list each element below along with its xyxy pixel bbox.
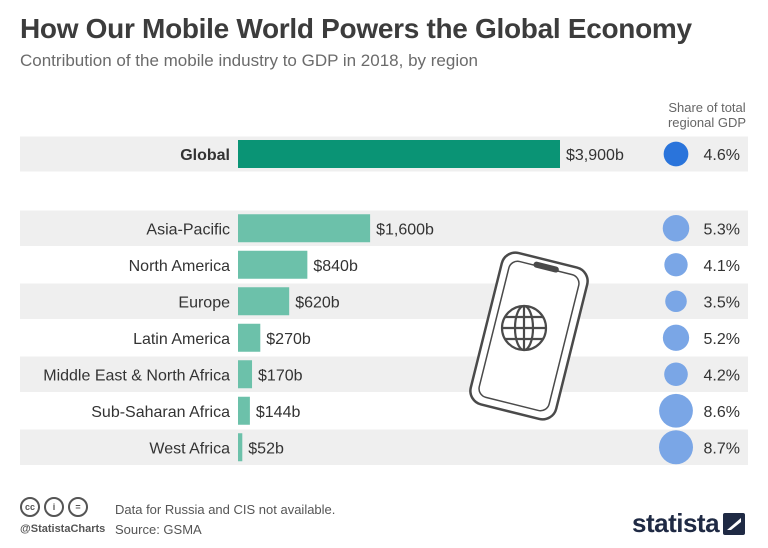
value-label: $52b — [248, 440, 284, 457]
value-label: $270b — [266, 331, 311, 348]
logo-text: statista — [632, 508, 720, 538]
share-label: 3.5% — [704, 294, 740, 311]
share-label: 8.7% — [704, 440, 740, 457]
creative-commons-icon: cc — [20, 497, 40, 517]
statista-logo[interactable]: statista — [632, 508, 746, 539]
value-label: $1,600b — [376, 221, 434, 238]
bar — [238, 396, 250, 425]
value-label: $620b — [295, 294, 340, 311]
row-band — [20, 356, 748, 392]
category-label: North America — [129, 258, 230, 275]
share-bubble — [659, 430, 693, 465]
bar — [238, 287, 290, 316]
bar — [238, 360, 253, 389]
category-label: Middle East & North Africa — [43, 367, 230, 384]
bar — [238, 250, 308, 279]
social-handle: @StatistaCharts — [20, 523, 106, 535]
share-bubble — [659, 393, 693, 428]
share-label: 4.6% — [704, 147, 740, 164]
value-label: $840b — [313, 258, 358, 275]
share-column-heading: Share of total regional GDP — [667, 100, 747, 130]
share-label: 4.1% — [704, 258, 740, 275]
bar — [238, 433, 243, 462]
row-band — [20, 283, 748, 319]
category-label: Latin America — [133, 331, 230, 348]
category-label: Europe — [178, 294, 230, 311]
license-icons: cc i = — [20, 497, 88, 517]
value-label: $3,900b — [566, 147, 624, 164]
chart-subtitle: Contribution of the mobile industry to G… — [20, 51, 479, 70]
smartphone-globe-icon — [469, 251, 589, 421]
share-label: 5.2% — [704, 331, 740, 348]
bar — [238, 140, 560, 168]
bar — [238, 214, 371, 243]
share-bubble — [664, 362, 688, 387]
row-band — [20, 429, 748, 465]
category-label: Global — [180, 147, 230, 164]
share-bubble — [662, 324, 690, 351]
no-derivatives-icon: = — [68, 497, 88, 517]
value-label: $170b — [258, 367, 303, 384]
category-label: West Africa — [149, 440, 230, 457]
source-note: Source: GSMA — [115, 522, 202, 537]
row-band — [20, 210, 748, 246]
share-bubble — [664, 253, 688, 277]
attribution-icon: i — [44, 497, 64, 517]
share-bubble — [663, 141, 689, 167]
data-note: Data for Russia and CIS not available. — [115, 502, 336, 517]
category-label: Asia-Pacific — [146, 221, 230, 238]
share-bubble — [662, 214, 690, 242]
share-label: 5.3% — [704, 221, 740, 238]
chart-title: How Our Mobile World Powers the Global E… — [20, 13, 692, 44]
logo-mark-icon — [723, 512, 746, 535]
category-label: Sub-Saharan Africa — [91, 404, 230, 421]
share-label: 4.2% — [704, 367, 740, 384]
share-bubble — [665, 290, 687, 313]
value-label: $144b — [256, 404, 301, 421]
share-label: 8.6% — [704, 404, 740, 421]
bar — [238, 323, 261, 352]
